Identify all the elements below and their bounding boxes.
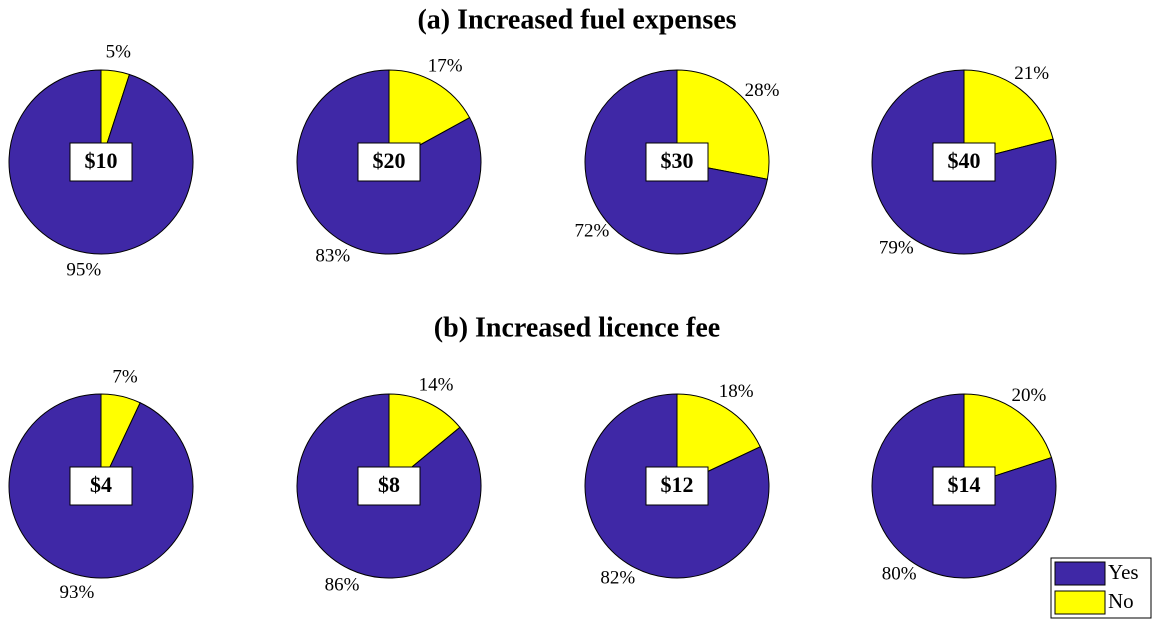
slice-label: 21% (1014, 63, 1049, 84)
center-box (357, 142, 421, 182)
center-label: $10 (85, 148, 118, 173)
pie-slice (963, 393, 1053, 487)
pie-slice (963, 69, 1054, 163)
pie-slice (296, 393, 482, 579)
legend-swatch (1054, 561, 1106, 586)
center-label: $14 (948, 472, 981, 497)
group-title: (b) Increased licence fee (434, 312, 720, 343)
slice-label: 5% (106, 41, 132, 62)
center-box (645, 466, 709, 506)
slice-label: 93% (60, 582, 95, 603)
slice-label: 17% (428, 55, 463, 76)
pie-slice (388, 69, 471, 163)
center-label: $4 (90, 472, 112, 497)
slice-label: 20% (1011, 385, 1046, 406)
pie-slice (8, 393, 194, 579)
center-box (932, 142, 996, 182)
center-box (645, 142, 709, 182)
center-box (69, 466, 133, 506)
legend-label: Yes (1108, 560, 1139, 584)
slice-label: 86% (325, 574, 360, 595)
center-label: $12 (661, 472, 694, 497)
slice-label: 28% (745, 80, 780, 101)
legend-swatch (1054, 590, 1106, 615)
pie-slice (871, 69, 1057, 255)
center-label: $8 (378, 472, 400, 497)
center-label: $30 (661, 148, 694, 173)
slice-label: 18% (719, 381, 754, 402)
legend-label: No (1108, 589, 1134, 613)
slice-label: 79% (879, 238, 914, 259)
center-box (932, 466, 996, 506)
slice-label: 7% (112, 367, 138, 388)
slice-label: 82% (600, 568, 635, 589)
center-box (357, 466, 421, 506)
slice-label: 83% (315, 245, 350, 266)
slice-label: 80% (882, 564, 917, 585)
slice-label: 72% (575, 221, 610, 242)
center-label: $40 (948, 148, 981, 173)
group-title: (a) Increased fuel expenses (417, 4, 736, 35)
pie-slice (584, 393, 770, 579)
slice-label: 14% (419, 374, 454, 395)
pie-slice (676, 393, 761, 487)
center-box (69, 142, 133, 182)
center-label: $20 (373, 148, 406, 173)
pie-slice (388, 393, 461, 488)
slice-label: 95% (66, 259, 101, 280)
